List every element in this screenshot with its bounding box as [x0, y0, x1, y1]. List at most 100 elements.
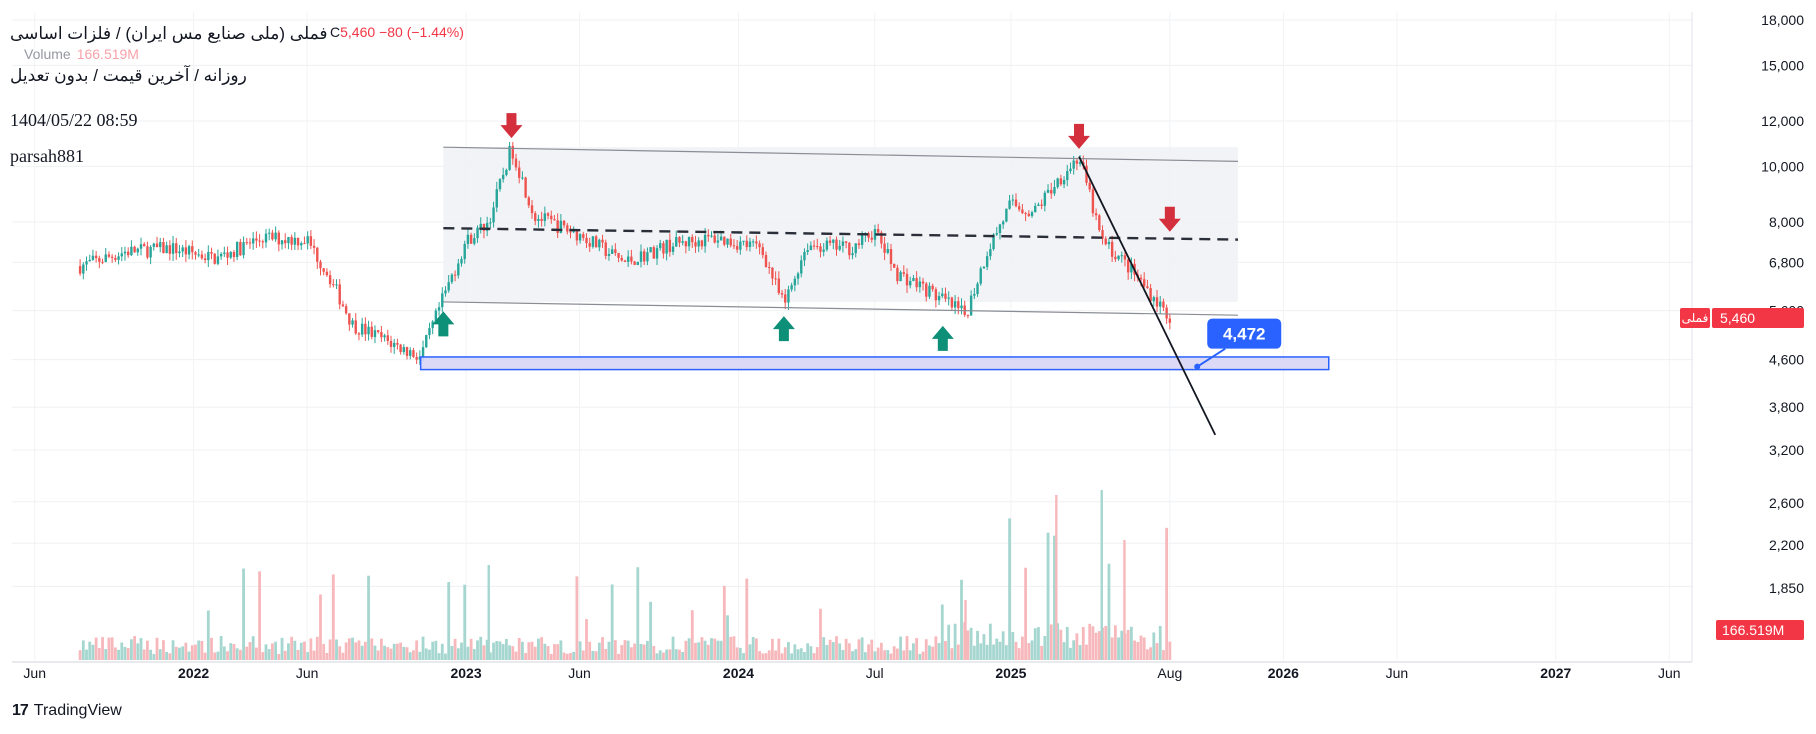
volume-bar: [197, 640, 201, 660]
tradingview-brand[interactable]: 17 TradingView: [12, 702, 122, 720]
volume-bar: [787, 642, 790, 660]
channel-lower-line[interactable]: [443, 301, 1238, 316]
candle-body: [178, 251, 181, 254]
target-zone[interactable]: [419, 356, 1330, 371]
candle-body: [822, 249, 825, 252]
volume-bar: [604, 649, 608, 660]
volume-bar: [129, 639, 133, 660]
candle-body: [870, 237, 873, 240]
volume-bar: [194, 644, 197, 660]
candle-body: [675, 237, 678, 247]
volume-bar: [254, 647, 258, 660]
candle-body: [1021, 209, 1024, 214]
volume-bar: [668, 649, 672, 660]
volume-bar: [745, 578, 749, 660]
candle-body: [665, 239, 668, 254]
volume-bar: [1126, 629, 1130, 660]
candle-body: [501, 174, 505, 180]
price-axis-label: 1,850: [1769, 580, 1804, 596]
volume-bar: [1120, 630, 1124, 660]
candle-body: [457, 263, 460, 276]
volume-bar: [1053, 535, 1056, 660]
channel-fill: [443, 147, 1238, 302]
channel-upper-line[interactable]: [443, 146, 1238, 163]
candle-body: [319, 261, 322, 269]
candle-body: [453, 274, 457, 276]
volume-bar: [1081, 627, 1085, 660]
volume-bar: [469, 638, 473, 660]
volume-bar: [815, 647, 819, 660]
candle-body: [159, 242, 162, 248]
arrow-down-icon: [500, 113, 523, 139]
candle-body: [168, 245, 172, 254]
price-axis-label: 3,200: [1769, 442, 1804, 458]
candle-body: [787, 289, 790, 303]
volume-bar: [1049, 624, 1053, 660]
price-axis-label: 10,000: [1761, 158, 1804, 174]
candle-body: [479, 223, 482, 228]
candle-body: [332, 284, 335, 286]
time-axis-label: 2024: [723, 665, 754, 681]
candle-body: [1091, 189, 1095, 214]
candle-body: [591, 236, 595, 247]
candle-body: [867, 233, 870, 238]
volume-bar: [113, 647, 117, 660]
volume-bar: [710, 638, 713, 660]
price-axis[interactable]: 18,00015,00012,00010,0008,0006,8005,6004…: [1761, 12, 1804, 596]
volume-bar: [556, 644, 560, 660]
candle-body: [777, 278, 781, 294]
candle-body: [197, 254, 200, 256]
candle-body: [626, 256, 630, 262]
candle-body: [1110, 241, 1114, 257]
volume-badge-value: 166.519M: [1722, 622, 1784, 638]
volume-bar: [280, 637, 284, 660]
volume-bar: [700, 637, 704, 660]
candle-body: [697, 240, 700, 247]
channel-mid-dashed-line[interactable]: [443, 226, 1238, 241]
volume-bar: [1107, 563, 1111, 660]
candle-body: [796, 273, 800, 279]
candle-body: [928, 285, 931, 297]
candle-body: [94, 255, 98, 259]
volume-bar: [831, 642, 835, 660]
volume-bar: [511, 646, 515, 660]
volume-bar: [104, 649, 108, 660]
candle-body: [402, 347, 406, 353]
volume-bar: [229, 643, 233, 660]
volume-bar: [540, 637, 544, 660]
target-callout[interactable]: 4,472: [1194, 318, 1282, 370]
volume-bar: [517, 637, 521, 660]
candle-body: [973, 293, 976, 296]
volume-bar: [623, 640, 627, 660]
volume-bar: [735, 647, 739, 660]
volume-bar: [748, 644, 752, 660]
candle-body: [803, 251, 806, 261]
candle-body: [415, 357, 418, 360]
volume-bar: [1004, 645, 1008, 660]
time-axis[interactable]: Jun 2022 Jun 2023 Jun 2024 Jul 2025 Aug 2026 Jun 20…: [23, 665, 1680, 681]
volume-bar: [482, 645, 486, 660]
volume-bar: [363, 641, 367, 660]
volume-bar: [639, 644, 643, 660]
candle-body: [1142, 279, 1146, 287]
candle-body: [1008, 200, 1011, 209]
candle-body: [335, 284, 338, 286]
candle-body: [886, 249, 889, 253]
volume-bar: [610, 584, 614, 660]
time-axis-label: Aug: [1157, 665, 1182, 681]
volume-bar: [101, 637, 104, 660]
time-axis-label: Jun: [23, 665, 46, 681]
volume-bar: [293, 640, 297, 660]
candle-body: [921, 281, 925, 284]
candle-body: [912, 278, 915, 281]
volume-bar: [123, 646, 127, 660]
price-axis-label: 6,800: [1769, 254, 1804, 270]
candle-body: [386, 335, 389, 341]
volume-bar: [662, 652, 665, 660]
candle-body: [841, 241, 845, 246]
candle-body: [328, 275, 332, 285]
trend-line[interactable]: [1078, 156, 1217, 436]
volume-bar: [658, 650, 662, 660]
volume-bar: [338, 646, 342, 660]
